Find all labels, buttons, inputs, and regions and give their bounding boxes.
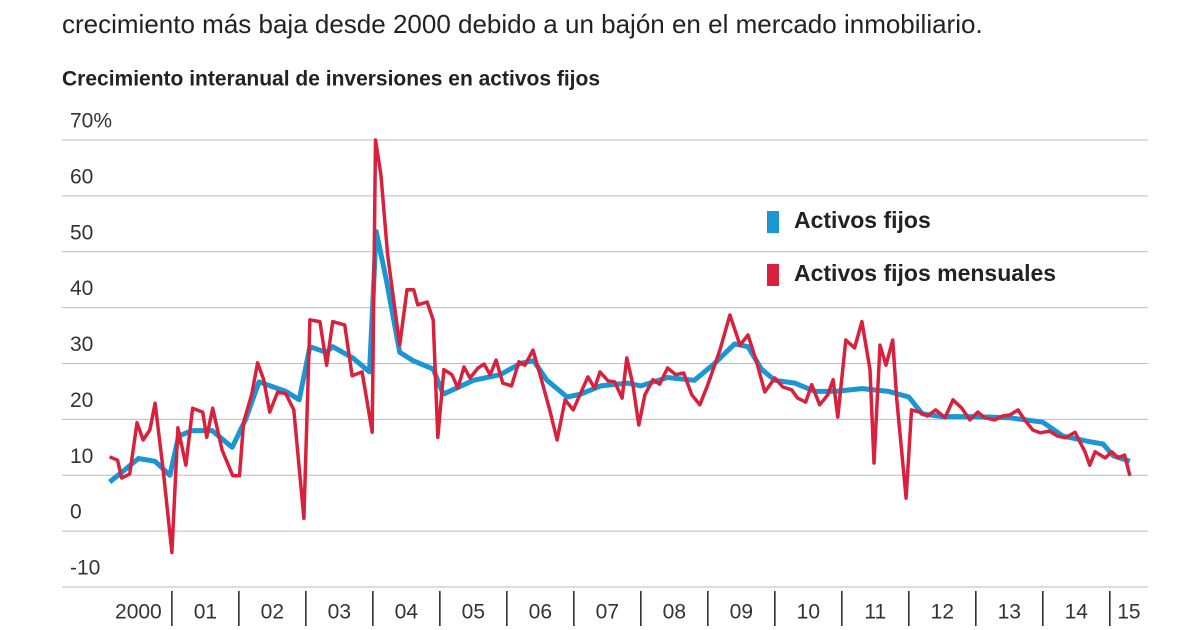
series-line	[108, 229, 1131, 484]
y-tick-label: -10	[70, 557, 100, 580]
y-tick-label: 30	[70, 333, 93, 356]
x-tick-label: 06	[529, 601, 552, 624]
x-tick-label: 15	[1117, 601, 1140, 624]
y-tick-label: 0	[70, 501, 82, 524]
x-tick-label: 07	[596, 601, 619, 624]
x-tick-label: 11	[864, 601, 886, 624]
y-tick-label: 60	[70, 165, 93, 188]
x-tick-label: 03	[328, 601, 351, 624]
legend-swatch	[767, 264, 779, 286]
y-tick-label: 50	[70, 221, 93, 244]
y-tick-label: 20	[70, 389, 93, 412]
x-tick-label: 12	[931, 601, 954, 624]
legend-label: Activos fijos mensuales	[794, 260, 1056, 286]
x-tick-label: 08	[663, 601, 686, 624]
x-tick-label: 13	[998, 601, 1021, 624]
x-tick-label: 10	[797, 601, 820, 624]
x-tick-label: 2000	[115, 601, 162, 624]
x-tick-label: 04	[395, 601, 419, 624]
subtitle: crecimiento más baja desde 2000 debido a…	[62, 9, 983, 39]
x-tick-label: 14	[1065, 601, 1089, 624]
y-tick-label: 10	[70, 445, 93, 468]
x-tick-label: 05	[462, 601, 485, 624]
chart-title: Crecimiento interanual de inversiones en…	[62, 68, 600, 91]
y-tick-label: 70%	[70, 110, 112, 133]
y-tick-label: 40	[70, 277, 93, 300]
legend-label: Activos fijos	[794, 207, 931, 233]
series-line	[108, 138, 1132, 555]
x-tick-label: 09	[730, 601, 753, 624]
x-tick-label: 02	[261, 601, 284, 624]
legend-swatch	[767, 211, 779, 233]
x-tick-label: 01	[194, 601, 217, 624]
